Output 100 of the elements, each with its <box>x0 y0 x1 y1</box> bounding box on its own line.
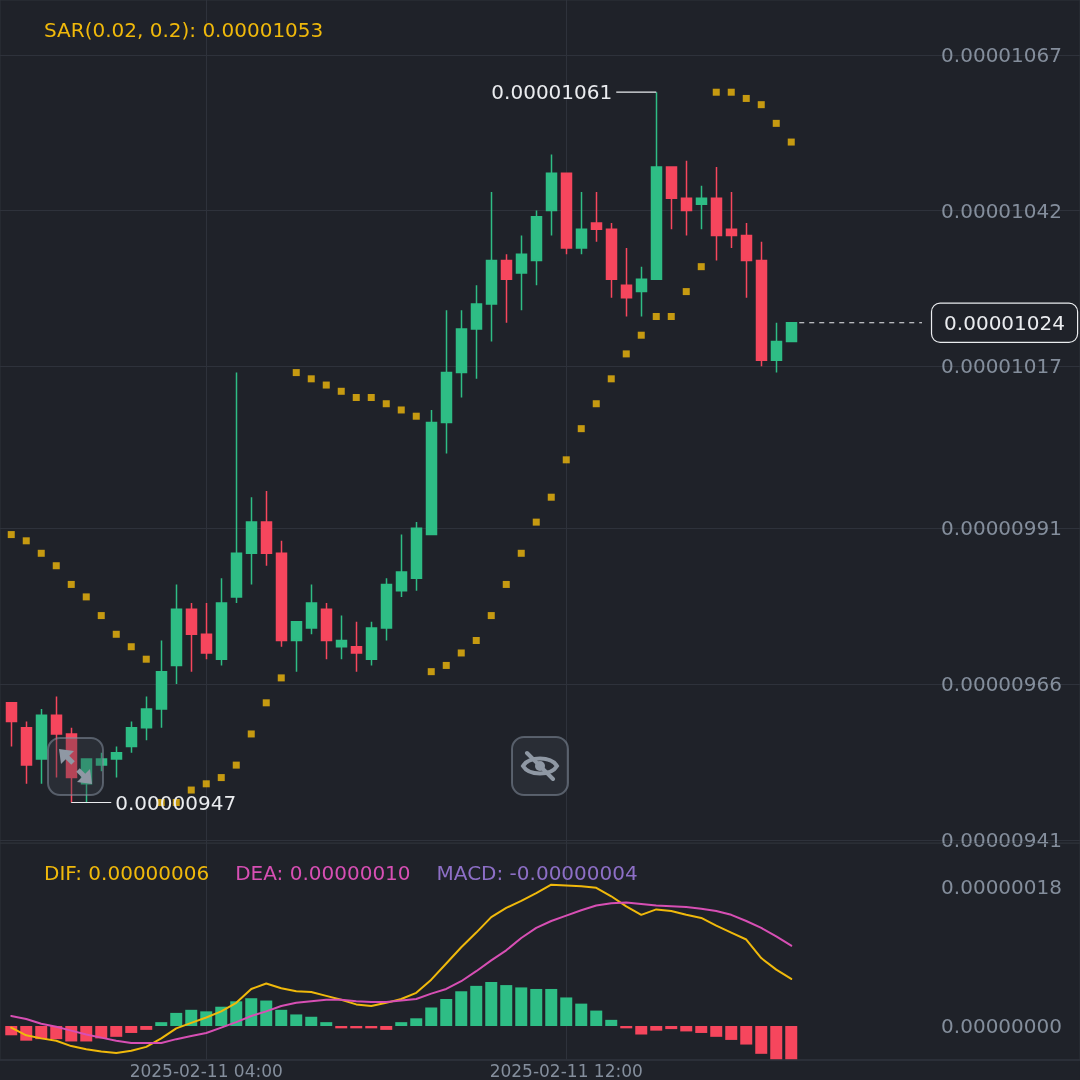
text: DEA: 0.00000010 <box>235 861 411 885</box>
point <box>247 730 255 738</box>
bar <box>770 1026 783 1060</box>
bar <box>545 988 558 1027</box>
point <box>202 780 210 788</box>
point <box>667 313 675 321</box>
bar <box>485 982 498 1027</box>
bar <box>740 1026 753 1045</box>
text: SAR(0.02, 0.2): 0.00001053 <box>44 18 324 42</box>
candlestick <box>635 265 648 318</box>
bar <box>560 997 573 1027</box>
bar <box>380 1026 393 1030</box>
bar <box>305 1016 318 1027</box>
point <box>622 350 630 358</box>
candlestick <box>35 708 48 785</box>
point <box>472 637 480 645</box>
candlestick <box>230 371 243 604</box>
candlestick <box>125 720 138 754</box>
point <box>502 580 510 588</box>
line-series <box>10 901 793 1045</box>
point <box>532 518 540 526</box>
point <box>37 549 45 557</box>
candlestick <box>440 309 453 455</box>
annotation: 0.00000947 <box>115 790 237 815</box>
bar <box>515 987 528 1027</box>
point <box>592 400 600 408</box>
candlestick <box>755 241 768 368</box>
point <box>262 699 270 707</box>
point <box>322 381 330 389</box>
x-tick-label: 2025-02-11 12:00 <box>489 1060 643 1080</box>
point <box>217 774 225 782</box>
candlestick <box>425 409 438 536</box>
point <box>337 387 345 395</box>
candlestick <box>740 222 753 299</box>
candlestick <box>680 160 693 237</box>
bar <box>110 1026 123 1037</box>
candlestick <box>95 751 108 773</box>
candlestick <box>170 583 183 685</box>
candlestick <box>185 602 198 673</box>
candlestick <box>545 153 558 237</box>
candlestick <box>260 490 273 567</box>
point <box>727 88 735 96</box>
point <box>352 394 360 402</box>
candlestick <box>275 540 288 648</box>
candlestick <box>500 253 513 324</box>
candlestick <box>290 621 303 673</box>
point <box>187 786 195 794</box>
candlestick <box>530 209 543 287</box>
candlestick <box>785 322 798 343</box>
bar <box>590 1010 603 1027</box>
bar <box>410 1018 423 1027</box>
point <box>547 493 555 501</box>
point <box>457 649 465 657</box>
point <box>757 101 765 109</box>
candlestick <box>215 577 228 667</box>
point <box>742 94 750 102</box>
candlestick <box>455 309 468 399</box>
point <box>577 425 585 433</box>
point <box>427 668 435 676</box>
bar <box>680 1026 693 1032</box>
point <box>127 643 135 651</box>
bar <box>440 998 453 1027</box>
candlestick <box>710 166 723 262</box>
bar <box>650 1026 663 1031</box>
y-tick-label: 0.00001067 <box>941 42 1062 67</box>
point <box>607 375 615 383</box>
bar <box>170 1012 183 1027</box>
candlestick <box>410 521 423 592</box>
candlestick <box>725 191 738 249</box>
y-tick-label: 0.00000018 <box>941 875 1062 900</box>
candlestick <box>515 234 528 312</box>
point <box>22 537 30 545</box>
candlestick <box>350 621 363 673</box>
bar <box>530 988 543 1027</box>
candlestick <box>20 720 33 785</box>
point <box>382 400 390 408</box>
bar <box>125 1026 138 1033</box>
bar <box>635 1026 648 1035</box>
bar <box>710 1026 723 1037</box>
point <box>697 263 705 271</box>
bar <box>140 1026 153 1030</box>
candlestick <box>305 583 318 636</box>
point <box>67 580 75 588</box>
bar <box>470 985 483 1027</box>
candlestick <box>365 621 378 667</box>
point <box>97 612 105 620</box>
y-tick-label: 0.00000941 <box>941 827 1062 852</box>
candlestick <box>395 533 408 598</box>
bar <box>320 1022 333 1027</box>
point <box>292 369 300 377</box>
bar <box>725 1026 738 1040</box>
candlestick <box>665 166 678 231</box>
point <box>487 612 495 620</box>
point <box>232 761 240 769</box>
candlestick <box>770 322 783 374</box>
bar <box>455 991 468 1027</box>
candlestick <box>605 222 618 299</box>
candlestick <box>470 284 483 380</box>
point <box>367 394 375 402</box>
bar <box>290 1014 303 1027</box>
